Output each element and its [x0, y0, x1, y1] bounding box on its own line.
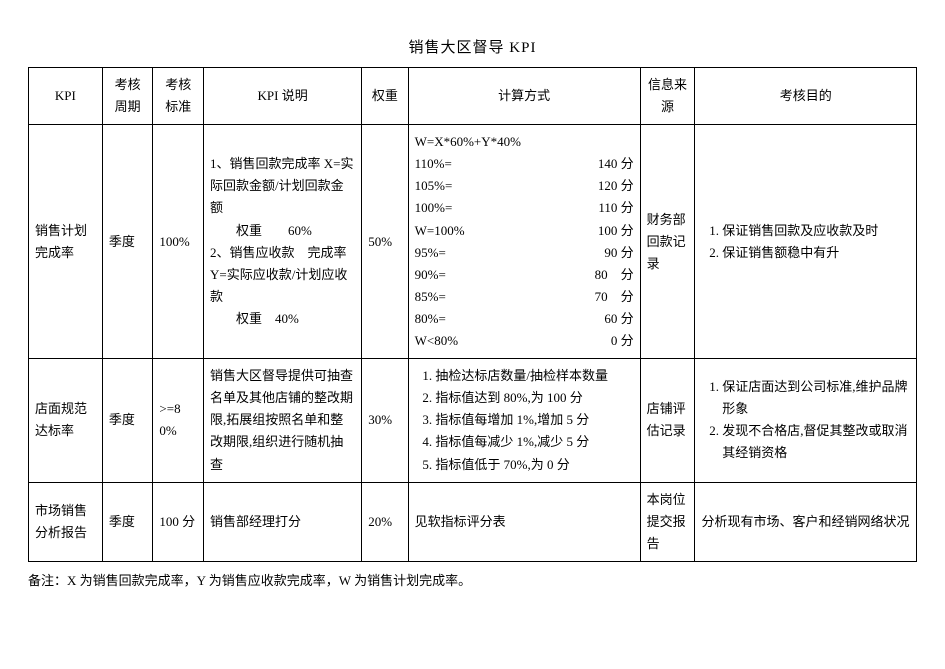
table-row: 销售计划完成率 季度 100% 1、销售回款完成率 X=实际回款金额/计划回款金…: [29, 125, 917, 359]
goal-item: 保证销售回款及应收款及时: [722, 220, 910, 242]
table-header-row: KPI 考核周期 考核标准 KPI 说明 权重 计算方式 信息来源 考核目的: [29, 68, 917, 125]
goal-item: 发现不合格店,督促其整改或取消其经销资格: [722, 420, 910, 464]
calc-line: 95%=90 分: [415, 242, 634, 264]
calc-item: 指标值达到 80%,为 100 分: [435, 387, 633, 409]
goal-item: 保证销售额稳中有升: [722, 242, 910, 264]
table-body: 销售计划完成率 季度 100% 1、销售回款完成率 X=实际回款金额/计划回款金…: [29, 125, 917, 562]
calc-header: W=X*60%+Y*40%: [415, 131, 634, 153]
cell-calc: W=X*60%+Y*40% 110%=140 分 105%=120 分 100%…: [408, 125, 640, 359]
col-calc: 计算方式: [408, 68, 640, 125]
calc-line: 105%=120 分: [415, 175, 634, 197]
table-row: 店面规范达标率 季度 >=80% 销售大区督导提供可抽查名单及其他店铺的整改期限…: [29, 359, 917, 482]
calc-list: 抽检达标店数量/抽检样本数量 指标值达到 80%,为 100 分 指标值每增加 …: [415, 365, 634, 475]
cell-desc: 销售部经理打分: [204, 482, 362, 561]
cell-standard: >=80%: [153, 359, 204, 482]
calc-line: 90%=80 分: [415, 264, 634, 286]
col-desc: KPI 说明: [204, 68, 362, 125]
goal-item: 保证店面达到公司标准,维护品牌形象: [722, 376, 910, 420]
col-period: 考核周期: [102, 68, 153, 125]
cell-weight: 50%: [362, 125, 408, 359]
calc-line: 110%=140 分: [415, 153, 634, 175]
cell-kpi: 市场销售分析报告: [29, 482, 103, 561]
cell-desc: 销售大区督导提供可抽查名单及其他店铺的整改期限,拓展组按照名单和整改期限,组织进…: [204, 359, 362, 482]
calc-line: 85%=70 分: [415, 286, 634, 308]
cell-calc: 见软指标评分表: [408, 482, 640, 561]
cell-kpi: 销售计划完成率: [29, 125, 103, 359]
calc-line: 80%=60 分: [415, 308, 634, 330]
col-kpi: KPI: [29, 68, 103, 125]
cell-period: 季度: [102, 482, 153, 561]
goal-list: 保证销售回款及应收款及时 保证销售额稳中有升: [701, 220, 910, 264]
goal-list: 保证店面达到公司标准,维护品牌形象 发现不合格店,督促其整改或取消其经销资格: [701, 376, 910, 464]
cell-source: 本岗位提交报告: [640, 482, 695, 561]
cell-source: 财务部回款记录: [640, 125, 695, 359]
cell-desc: 1、销售回款完成率 X=实际回款金额/计划回款金额 权重 60% 2、销售应收款…: [204, 125, 362, 359]
cell-goal: 分析现有市场、客户和经销网络状况: [695, 482, 917, 561]
kpi-table: KPI 考核周期 考核标准 KPI 说明 权重 计算方式 信息来源 考核目的 销…: [28, 67, 917, 562]
cell-standard: 100%: [153, 125, 204, 359]
calc-item: 指标值每减少 1%,减少 5 分: [435, 431, 633, 453]
table-row: 市场销售分析报告 季度 100 分 销售部经理打分 20% 见软指标评分表 本岗…: [29, 482, 917, 561]
cell-kpi: 店面规范达标率: [29, 359, 103, 482]
cell-goal: 保证销售回款及应收款及时 保证销售额稳中有升: [695, 125, 917, 359]
cell-period: 季度: [102, 125, 153, 359]
col-goal: 考核目的: [695, 68, 917, 125]
cell-goal: 保证店面达到公司标准,维护品牌形象 发现不合格店,督促其整改或取消其经销资格: [695, 359, 917, 482]
calc-item: 指标值低于 70%,为 0 分: [435, 454, 633, 476]
col-source: 信息来源: [640, 68, 695, 125]
cell-calc: 抽检达标店数量/抽检样本数量 指标值达到 80%,为 100 分 指标值每增加 …: [408, 359, 640, 482]
page-title: 销售大区督导 KPI: [28, 36, 917, 57]
cell-period: 季度: [102, 359, 153, 482]
footnote: 备注：X 为销售回款完成率，Y 为销售应收款完成率，W 为销售计划完成率。: [28, 570, 917, 589]
cell-weight: 20%: [362, 482, 408, 561]
cell-source: 店铺评估记录: [640, 359, 695, 482]
calc-line: 100%=110 分: [415, 197, 634, 219]
calc-item: 指标值每增加 1%,增加 5 分: [435, 409, 633, 431]
cell-weight: 30%: [362, 359, 408, 482]
calc-item: 抽检达标店数量/抽检样本数量: [435, 365, 633, 387]
cell-standard: 100 分: [153, 482, 204, 561]
calc-line: W<80%0 分: [415, 330, 634, 352]
col-weight: 权重: [362, 68, 408, 125]
calc-line: W=100%100 分: [415, 220, 634, 242]
col-standard: 考核标准: [153, 68, 204, 125]
